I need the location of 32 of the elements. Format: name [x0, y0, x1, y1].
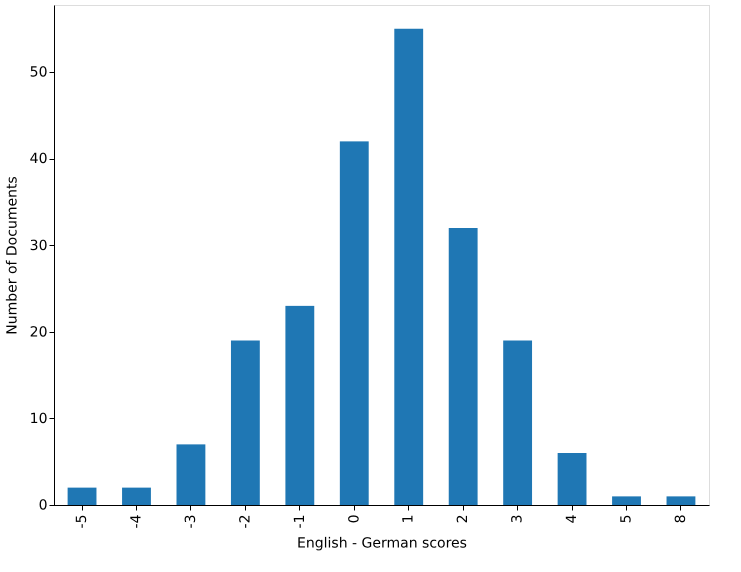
x-tick-label: -5	[74, 514, 90, 528]
y-tick-label: 10	[30, 410, 48, 427]
y-tick-label: 30	[30, 238, 48, 254]
bar	[68, 488, 96, 505]
x-tick-label: 2	[455, 514, 472, 524]
bar	[176, 444, 206, 505]
x-tick-label: -2	[237, 514, 254, 528]
x-tick-label: 4	[564, 514, 580, 524]
bar	[558, 453, 586, 505]
bar	[666, 496, 696, 505]
bar	[612, 496, 641, 505]
bar	[230, 340, 260, 505]
y-axis-title: Number of Documents	[4, 176, 21, 335]
x-tick-label: 3	[510, 514, 526, 524]
x-tick-label: 1	[400, 514, 417, 524]
x-tick-label: 0	[346, 514, 362, 524]
y-tick-label: 0	[38, 498, 48, 514]
bar	[394, 28, 424, 505]
x-tick-label: 5	[618, 514, 635, 524]
bar	[285, 306, 314, 505]
y-tick-label: 20	[30, 324, 48, 340]
x-tick-label: 8	[672, 514, 689, 524]
bar	[503, 340, 532, 505]
x-tick-label: -3	[182, 514, 199, 528]
x-tick-label: -1	[292, 514, 308, 528]
bar	[448, 228, 478, 505]
x-axis-title: English - German scores	[297, 535, 467, 552]
x-tick-label: -4	[128, 514, 144, 528]
y-tick-label: 40	[30, 151, 48, 168]
bar	[122, 488, 151, 505]
y-tick-label: 50	[30, 64, 48, 81]
bar	[340, 141, 369, 505]
